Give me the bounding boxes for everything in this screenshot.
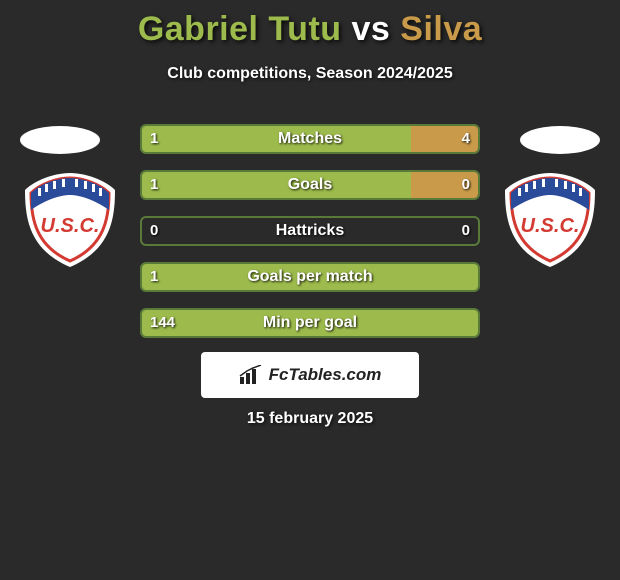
stat-right-value — [462, 310, 478, 336]
stat-right-value: 0 — [454, 172, 478, 198]
stat-label: Goals — [142, 172, 478, 198]
svg-text:U.S.C.: U.S.C. — [521, 215, 580, 237]
shield-icon: U.S.C. — [20, 170, 120, 270]
player2-photo-placeholder — [520, 126, 600, 154]
subtitle: Club competitions, Season 2024/2025 — [0, 65, 620, 83]
comparison-title: Gabriel Tutu vs Silva — [0, 0, 620, 49]
player1-photo-placeholder — [20, 126, 100, 154]
shield-icon: U.S.C. — [500, 170, 600, 270]
brand-badge: FcTables.com — [201, 352, 419, 398]
stat-label: Min per goal — [142, 310, 478, 336]
stat-row-goals: 1 Goals 0 — [140, 170, 480, 200]
player1-club-logo: U.S.C. — [20, 170, 120, 270]
stat-label: Goals per match — [142, 264, 478, 290]
stat-label: Hattricks — [142, 218, 478, 244]
stat-row-hattricks: 0 Hattricks 0 — [140, 216, 480, 246]
vs-text: vs — [352, 10, 391, 48]
stat-right-value — [462, 264, 478, 290]
player1-name: Gabriel Tutu — [138, 10, 342, 48]
stats-bars: 1 Matches 4 1 Goals 0 0 Hattricks 0 1 Go… — [140, 124, 480, 354]
svg-text:U.S.C.: U.S.C. — [41, 215, 100, 237]
bar-chart-icon — [239, 365, 263, 385]
brand-text: FcTables.com — [269, 365, 382, 385]
stat-right-value: 0 — [454, 218, 478, 244]
stat-label: Matches — [142, 126, 478, 152]
stat-row-goals-per-match: 1 Goals per match — [140, 262, 480, 292]
stat-row-min-per-goal: 144 Min per goal — [140, 308, 480, 338]
date-text: 15 february 2025 — [0, 410, 620, 428]
stat-right-value: 4 — [454, 126, 478, 152]
player2-name: Silva — [400, 10, 482, 48]
player2-club-logo: U.S.C. — [500, 170, 600, 270]
stat-row-matches: 1 Matches 4 — [140, 124, 480, 154]
